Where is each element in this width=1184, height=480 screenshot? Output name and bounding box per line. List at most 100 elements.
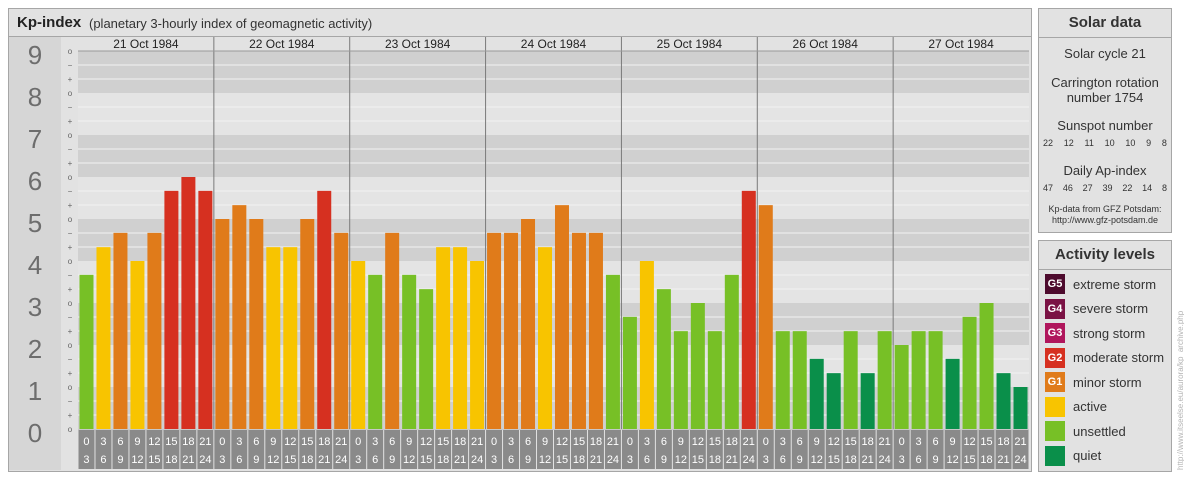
interval-cell [231, 430, 248, 469]
interval-cell [842, 430, 859, 469]
minor-tick-plus: + [68, 411, 73, 420]
ap-label: Daily Ap-index [1063, 163, 1147, 178]
interval-cell [401, 430, 418, 469]
title-bar: Kp-index (planetary 3-hourly index of ge… [9, 9, 1031, 37]
interval-start-label: 6 [253, 436, 259, 448]
interval-end-label: 15 [828, 454, 840, 466]
sunspot-value: 10 [1125, 138, 1136, 148]
interval-cell [978, 430, 995, 469]
kp-bar [826, 373, 841, 429]
interval-start-label: 15 [165, 436, 177, 448]
interval-start-label: 3 [236, 436, 242, 448]
interval-end-label: 12 [403, 454, 415, 466]
kp-bar [860, 373, 875, 429]
interval-start-label: 18 [997, 436, 1009, 448]
interval-cell [774, 430, 791, 469]
kp-bar [317, 190, 332, 429]
interval-start-label: 12 [828, 436, 840, 448]
minor-tick-plus: + [68, 243, 73, 252]
interval-end-label: 3 [763, 454, 769, 466]
interval-end-label: 15 [420, 454, 432, 466]
interval-cell [808, 430, 825, 469]
activity-label: severe storm [1073, 301, 1149, 316]
interval-cell [910, 430, 927, 469]
minor-tick-minus: − [68, 103, 73, 112]
kp-bar [656, 289, 671, 429]
interval-cell [638, 430, 655, 469]
interval-end-label: 21 [590, 454, 602, 466]
activity-swatch: G1 [1045, 372, 1065, 392]
minor-tick-o: o [68, 299, 73, 308]
kp-bar [79, 274, 94, 429]
interval-end-label: 3 [899, 454, 905, 466]
minor-tick-column [62, 51, 78, 429]
interval-cell [146, 430, 163, 469]
activity-level-item: G2 moderate storm [1045, 347, 1164, 368]
interval-end-label: 18 [573, 454, 585, 466]
minor-tick-plus: + [68, 201, 73, 210]
interval-cell [757, 430, 774, 469]
interval-start-label: 9 [134, 436, 140, 448]
y-tick-label: 7 [28, 124, 42, 154]
interval-cell [859, 430, 876, 469]
kp-bar [1013, 387, 1028, 429]
interval-end-label: 24 [743, 454, 755, 466]
kp-bar [690, 303, 705, 429]
activity-swatch [1045, 445, 1065, 466]
credit-link[interactable]: http://www.gfz-potsdam.de [1051, 215, 1159, 225]
interval-end-label: 24 [199, 454, 211, 466]
interval-cell [384, 430, 401, 469]
minor-tick-minus: − [68, 229, 73, 238]
interval-end-label: 24 [607, 454, 619, 466]
interval-cell [876, 430, 893, 469]
kp-bar [724, 274, 739, 429]
kp-bar [877, 331, 892, 429]
interval-end-label: 15 [284, 454, 296, 466]
solar-data-heading: Solar data [1039, 9, 1171, 38]
interval-end-label: 6 [916, 454, 922, 466]
minor-tick-plus: + [68, 75, 73, 84]
kp-bar [945, 358, 960, 429]
minor-tick-plus: + [68, 117, 73, 126]
day-label: 21 Oct 1984 [113, 37, 179, 51]
interval-start-label: 6 [117, 436, 123, 448]
activity-level-item: active [1045, 396, 1107, 417]
interval-start-label: 21 [1014, 436, 1026, 448]
activity-swatch: G3 [1045, 323, 1065, 343]
kp-bar [554, 205, 569, 429]
interval-end-label: 21 [454, 454, 466, 466]
carrington-line-1: Carrington rotation [1051, 75, 1159, 90]
y-tick-label: 4 [28, 250, 42, 280]
interval-start-label: 6 [525, 436, 531, 448]
activity-level-item: G1 minor storm [1045, 372, 1142, 392]
kp-bar [588, 232, 603, 429]
day-label: 26 Oct 1984 [793, 37, 859, 51]
interval-start-label: 18 [590, 436, 602, 448]
interval-start-label: 18 [182, 436, 194, 448]
interval-start-label: 9 [950, 436, 956, 448]
kp-bar [673, 331, 688, 429]
ap-value: 14 [1142, 183, 1153, 193]
interval-start-label: 0 [763, 436, 769, 448]
interval-start-label: 18 [862, 436, 874, 448]
kp-bar [198, 190, 213, 429]
kp-bar [758, 205, 773, 429]
interval-cell [350, 430, 367, 469]
activity-swatch: G5 [1045, 274, 1065, 294]
ap-value: 27 [1082, 183, 1093, 193]
interval-cell [825, 430, 842, 469]
activity-levels-panel: Activity levels G5 extreme storm G4 severe … [1038, 240, 1172, 472]
interval-cell [1012, 430, 1029, 469]
interval-cell [265, 430, 282, 469]
interval-end-label: 6 [100, 454, 106, 466]
interval-start-label: 12 [420, 436, 432, 448]
minor-tick-plus: + [68, 285, 73, 294]
kp-bar [792, 331, 807, 429]
interval-start-label: 0 [627, 436, 633, 448]
interval-start-label: 0 [899, 436, 905, 448]
interval-start-label: 18 [454, 436, 466, 448]
kp-bar [266, 247, 281, 429]
minor-tick-plus: + [68, 159, 73, 168]
interval-cell [180, 430, 197, 469]
interval-end-label: 12 [675, 454, 687, 466]
